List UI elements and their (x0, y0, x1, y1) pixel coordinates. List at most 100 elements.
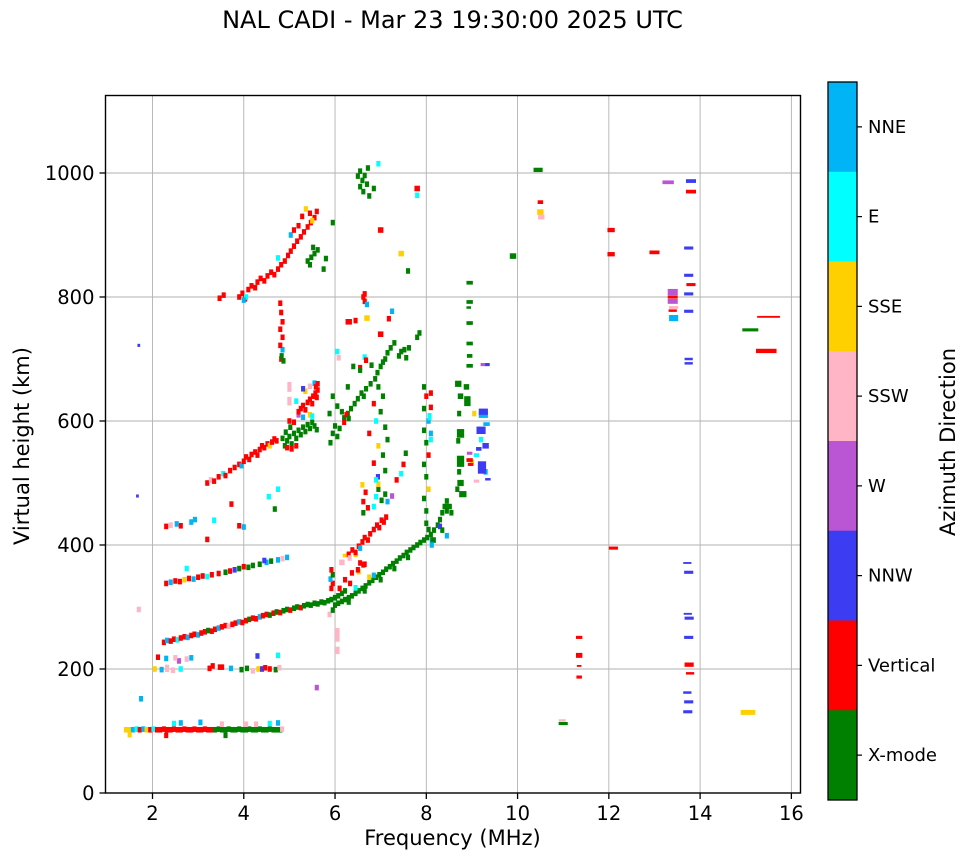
x-tick-label: 12 (596, 802, 621, 825)
data-point (178, 666, 183, 672)
data-point (202, 726, 208, 732)
data-point (383, 356, 388, 362)
data-point (221, 292, 226, 298)
data-point (291, 243, 297, 249)
data-point (353, 317, 358, 324)
data-point (360, 177, 365, 184)
data-point (402, 346, 407, 353)
data-point (241, 524, 246, 530)
data-point (371, 460, 376, 466)
data-point (298, 431, 303, 438)
data-point (321, 266, 326, 272)
data-point (168, 522, 173, 528)
data-point (351, 363, 356, 370)
data-point (404, 354, 409, 361)
data-point (371, 572, 376, 579)
data-point (219, 721, 224, 727)
data-point (232, 567, 237, 573)
data-point (307, 425, 312, 432)
data-point (339, 590, 344, 597)
data-point (296, 412, 301, 418)
data-point (152, 666, 157, 672)
data-point (482, 443, 489, 449)
data-point (265, 441, 270, 447)
colorbar-segment (828, 82, 857, 173)
data-point (364, 385, 369, 392)
data-point (323, 255, 328, 262)
data-point (270, 439, 275, 445)
data-point (291, 419, 297, 426)
data-point (397, 555, 402, 561)
data-point (141, 726, 146, 732)
data-point (253, 284, 258, 291)
data-point (405, 268, 411, 274)
data-point (164, 655, 169, 662)
data-point (359, 390, 364, 396)
data-point (212, 478, 217, 484)
data-point (421, 495, 427, 502)
data-point (466, 280, 473, 285)
data-point (229, 501, 234, 507)
data-point (223, 622, 228, 629)
colorbar-tick-label: SSE (868, 296, 902, 317)
data-point (177, 578, 182, 585)
data-point (257, 614, 262, 620)
data-point (330, 393, 335, 399)
data-point (327, 410, 332, 417)
y-tick-label: 800 (57, 286, 94, 309)
data-point (365, 505, 370, 511)
data-point (342, 419, 347, 426)
data-point (205, 573, 210, 580)
data-point (164, 523, 169, 530)
data-point (202, 629, 208, 635)
data-point (607, 227, 615, 233)
data-point (362, 534, 367, 541)
data-point (280, 435, 285, 442)
data-point (272, 271, 277, 278)
data-point (310, 419, 315, 426)
colorbar-tick-label: NNE (868, 117, 906, 138)
data-point (247, 726, 252, 732)
data-point (684, 662, 694, 667)
data-point (298, 234, 303, 240)
data-point (396, 353, 401, 359)
data-point (426, 486, 431, 492)
data-point (205, 536, 210, 543)
data-point (336, 600, 341, 607)
data-point (375, 474, 380, 480)
data-point (216, 726, 221, 732)
data-point (464, 396, 471, 407)
data-point (144, 726, 149, 733)
data-point (380, 569, 386, 576)
data-point (164, 580, 169, 587)
data-point (342, 553, 351, 558)
data-point (223, 569, 228, 576)
data-point (312, 214, 317, 221)
data-point (228, 568, 233, 574)
data-point (315, 381, 320, 387)
data-point (178, 720, 183, 726)
data-point (212, 626, 218, 633)
data-point (575, 635, 583, 639)
colorbar-segment (828, 620, 857, 711)
data-point (165, 637, 170, 644)
data-point (685, 189, 696, 194)
colorbar-tick-label: SSW (868, 386, 909, 407)
data-point (390, 560, 396, 567)
data-point (168, 579, 173, 585)
data-point (165, 726, 170, 733)
data-point (415, 192, 420, 199)
data-point (459, 491, 467, 498)
y-tick-label: 400 (57, 534, 94, 557)
data-point (272, 506, 277, 512)
data-point (171, 726, 177, 732)
data-point (159, 666, 164, 673)
data-point (178, 726, 183, 733)
data-point (429, 542, 434, 548)
data-point (370, 577, 375, 584)
data-point (345, 319, 352, 325)
data-point (266, 493, 271, 500)
data-point (444, 508, 449, 514)
data-point (192, 726, 197, 732)
data-point (319, 599, 324, 605)
